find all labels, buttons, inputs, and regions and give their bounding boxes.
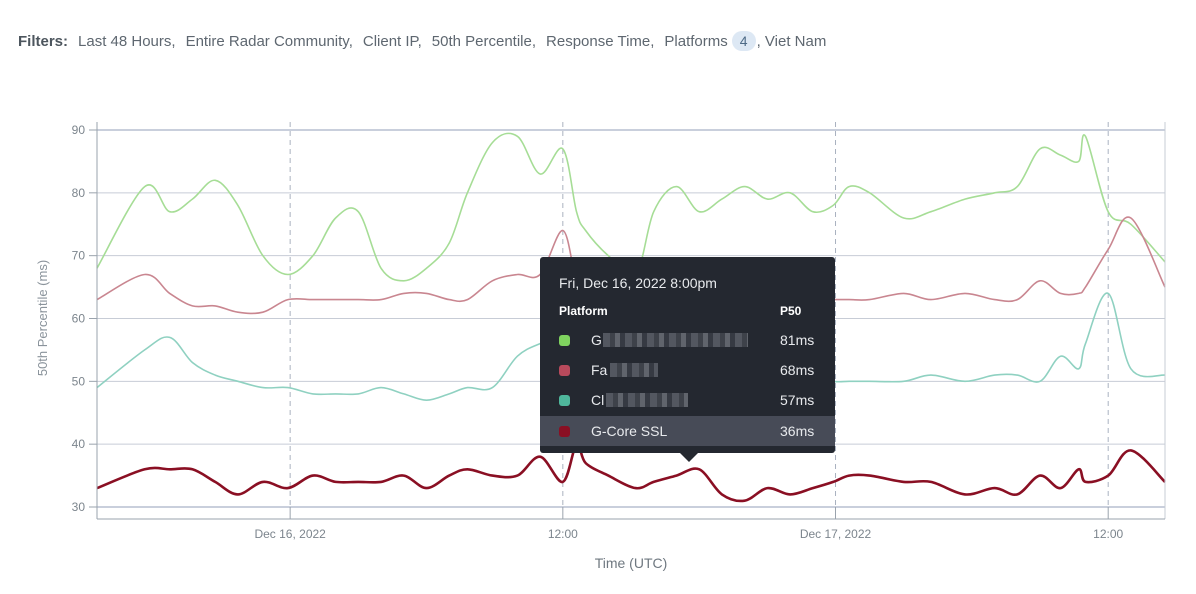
tooltip-value: 81ms: [780, 332, 815, 348]
redacted-text: [606, 393, 688, 407]
chart-grid: [97, 122, 1165, 508]
filters-label: Filters:: [18, 32, 69, 50]
tooltip-row: G 81ms: [540, 325, 835, 355]
legend-swatch: [559, 364, 570, 376]
filter-time-range[interactable]: Last 48 Hours,: [78, 32, 176, 50]
redacted-text: [603, 333, 748, 347]
filter-percentile[interactable]: 50th Percentile,: [431, 32, 537, 50]
x-axis-label: Time (UTC): [595, 555, 668, 571]
filter-metric[interactable]: Response Time,: [546, 32, 655, 50]
filter-country[interactable]: , Viet Nam: [756, 32, 827, 50]
platforms-count-badge: 4: [731, 31, 756, 51]
tooltip-pointer: [680, 453, 698, 462]
tooltip-platform-name: Cl: [591, 392, 605, 408]
y-tick-label: 90: [72, 123, 86, 137]
tooltip-platform-header: Platform: [559, 304, 608, 318]
x-tick-label: Dec 16, 2022: [254, 527, 326, 541]
y-tick-label: 60: [72, 312, 86, 326]
tooltip-platform-name: G: [591, 332, 602, 348]
filter-platforms[interactable]: Platforms 4: [664, 31, 756, 51]
legend-swatch: [559, 334, 570, 346]
x-tick-label: Dec 17, 2022: [800, 527, 872, 541]
filter-client-ip[interactable]: Client IP,: [362, 32, 422, 50]
tooltip-row: Cl 57ms: [540, 385, 835, 415]
y-axis-label: 50th Percentile (ms): [35, 260, 50, 376]
tooltip-value: 36ms: [780, 423, 815, 439]
chart-tooltip: Fri, Dec 16, 2022 8:00pm Platform P50 G …: [540, 257, 835, 462]
tooltip-platform-name: G-Core SSL: [591, 423, 668, 439]
series-line-g-core-ssl: [96, 442, 1166, 503]
tooltip-platform-name: Fa: [591, 362, 608, 378]
legend-swatch: [559, 425, 570, 437]
tooltip-row-highlighted: G-Core SSL 36ms: [540, 416, 835, 446]
legend-swatch: [559, 394, 570, 406]
tooltip-date: Fri, Dec 16, 2022 8:00pm: [559, 275, 717, 291]
tooltip-value-header: P50: [780, 304, 802, 318]
tooltip-value: 68ms: [780, 362, 815, 378]
y-tick-label: 40: [72, 437, 86, 451]
x-tick-label: 12:00: [1093, 527, 1123, 541]
redacted-text: [610, 363, 658, 377]
filter-platforms-label: Platforms: [664, 33, 728, 50]
tooltip-value: 57ms: [780, 392, 815, 408]
y-tick-label: 30: [72, 500, 86, 514]
chart-axes: 30 40 50 60 70 80 90 Dec 16, 2022 12:00 Dec 17, 2…: [72, 122, 1166, 541]
y-tick-label: 50: [72, 374, 86, 388]
filters-bar: Filters: Last 48 Hours, Entire Radar Com…: [18, 31, 836, 51]
tooltip-row: Fa 68ms: [540, 355, 835, 385]
filter-community[interactable]: Entire Radar Community,: [185, 32, 353, 50]
y-tick-label: 80: [72, 186, 86, 200]
x-tick-label: 12:00: [548, 527, 578, 541]
y-tick-label: 70: [72, 249, 86, 263]
